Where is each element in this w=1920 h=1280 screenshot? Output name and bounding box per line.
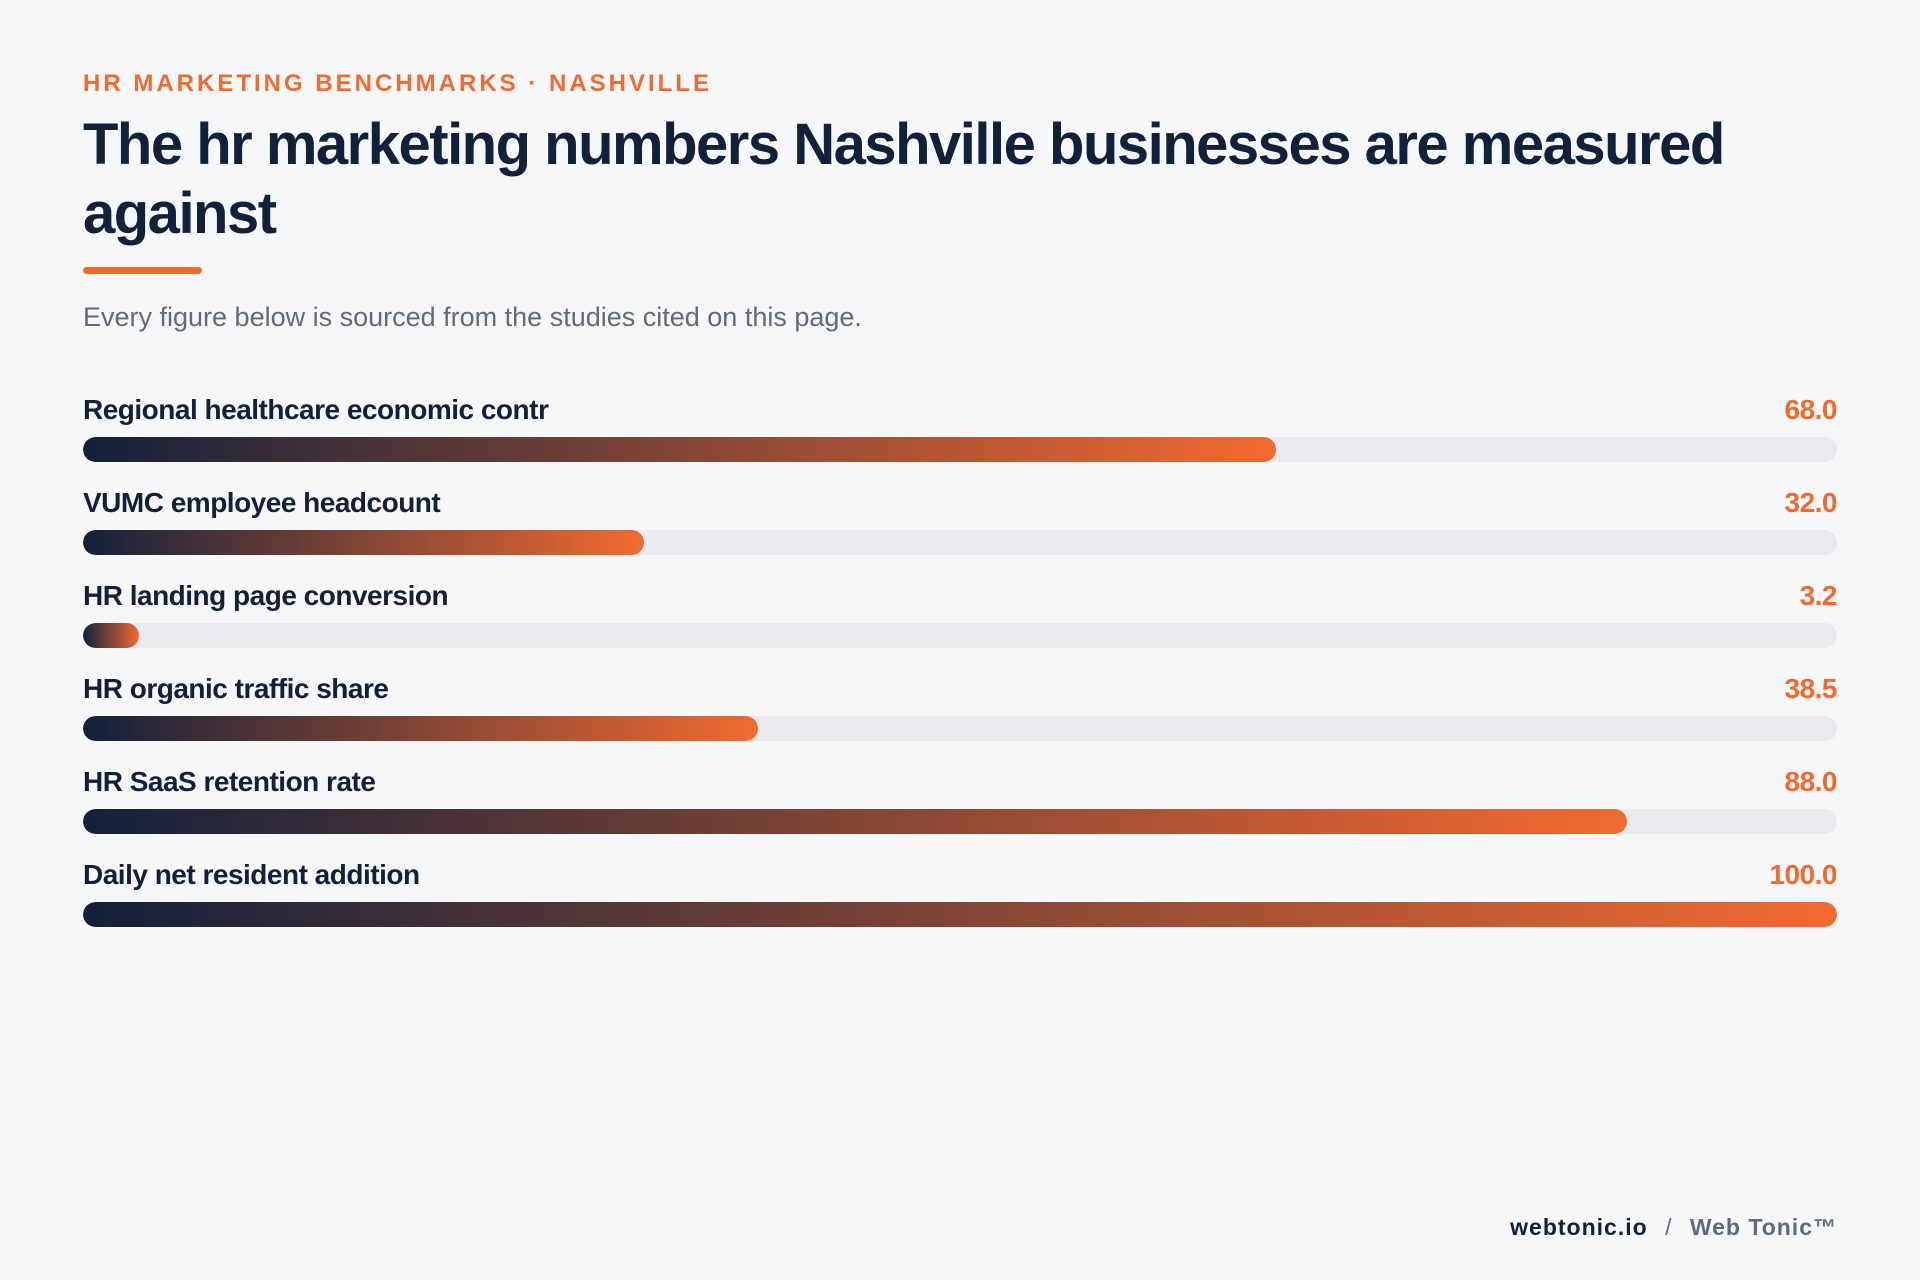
page-title: The hr marketing numbers Nashville busin… <box>83 112 1725 246</box>
footer-domain: webtonic.io <box>1510 1214 1648 1240</box>
bar-track <box>83 437 1837 462</box>
bar-fill <box>83 716 759 741</box>
bar-chart: Regional healthcare economic contr 68.0 VU… <box>83 392 1838 950</box>
bar-row: Daily net resident addition 100.0 <box>83 857 1837 950</box>
bar-row: HR landing page conversion 3.2 <box>83 578 1838 671</box>
bar-track <box>83 902 1837 927</box>
bar-track <box>83 623 1837 648</box>
bar-label: Daily net resident addition <box>83 859 420 890</box>
bar-label: Regional healthcare economic contr <box>83 394 549 425</box>
subtitle: Every figure below is sourced from the s… <box>83 302 862 332</box>
bar-value-label: 100.0 <box>1769 859 1837 890</box>
accent-rule <box>83 267 202 274</box>
bar-row: HR SaaS retention rate 88.0 <box>83 764 1837 857</box>
bar-value-label: 32.0 <box>1784 487 1838 518</box>
footer-credit: webtonic.io / Web Tonic™ <box>1510 1214 1837 1241</box>
bar-fill <box>83 623 140 648</box>
footer-brand: Web Tonic™ <box>1689 1214 1837 1240</box>
bar-fill <box>83 902 1837 927</box>
eyebrow-label: HR MARKETING BENCHMARKS · NASHVILLE <box>83 70 712 97</box>
bar-label: HR SaaS retention rate <box>83 766 376 797</box>
bar-label: HR landing page conversion <box>83 580 449 611</box>
bar-label: VUMC employee headcount <box>83 487 441 518</box>
benchmark-card: HR MARKETING BENCHMARKS · NASHVILLE The … <box>83 0 1838 1280</box>
bar-fill <box>83 437 1276 462</box>
bar-fill <box>83 530 645 555</box>
bar-track <box>83 809 1837 834</box>
footer-separator: / <box>1665 1214 1673 1240</box>
bar-row: HR organic traffic share 38.5 <box>83 671 1837 764</box>
bar-value-label: 3.2 <box>1799 580 1838 611</box>
bar-label: HR organic traffic share <box>83 673 389 704</box>
bar-row: Regional healthcare economic contr 68.0 <box>83 392 1837 485</box>
bar-fill <box>83 809 1627 834</box>
bar-value-label: 38.5 <box>1784 673 1838 704</box>
bar-value-label: 68.0 <box>1784 394 1838 425</box>
bar-track <box>83 530 1837 555</box>
bar-value-label: 88.0 <box>1784 766 1838 797</box>
bar-row: VUMC employee headcount 32.0 <box>83 485 1837 578</box>
bar-track <box>83 716 1837 741</box>
